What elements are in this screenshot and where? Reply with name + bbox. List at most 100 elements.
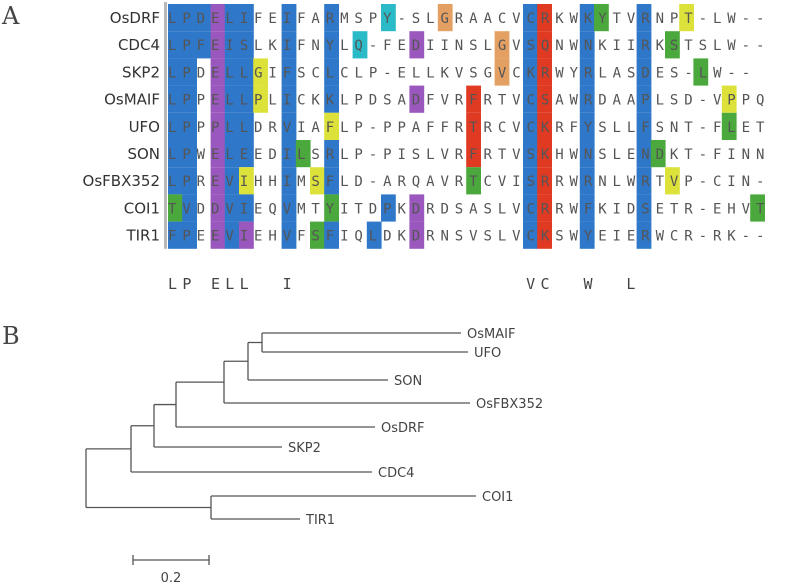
residue-highlight — [579, 85, 595, 113]
residue-highlight — [224, 31, 240, 59]
sequence-name: OsMAIF — [104, 91, 160, 109]
residue-highlight — [636, 167, 652, 195]
panel-b-label: B — [2, 322, 20, 350]
tree-leaf-label: OsDRF — [381, 421, 425, 436]
sequence-residues: LPDELLGIFSCLCLP-ELLKVSGVCKRWYRLASDES-LW-… — [168, 65, 750, 81]
residue-highlight — [679, 4, 694, 32]
residue-highlight — [537, 31, 552, 59]
residue-highlight — [295, 140, 311, 168]
residue-highlight — [579, 31, 595, 59]
residue-highlight — [281, 58, 297, 86]
residue-highlight — [537, 194, 552, 222]
residue-highlight — [253, 58, 268, 86]
residue-highlight — [210, 112, 226, 140]
residue-highlight — [182, 58, 197, 86]
residue-highlight — [324, 112, 339, 140]
residue-highlight — [281, 221, 297, 249]
residue-highlight — [537, 58, 552, 86]
residue-highlight — [523, 58, 538, 86]
tree-leaf-label: UFO — [474, 346, 501, 361]
residue-highlight — [281, 31, 297, 59]
sequence-name: TIR1 — [125, 227, 160, 245]
residue-highlight — [281, 85, 297, 113]
residue-highlight — [324, 4, 339, 32]
residue-highlight — [168, 167, 183, 195]
residue-highlight — [523, 31, 538, 59]
residue-highlight — [182, 112, 197, 140]
residue-highlight — [224, 85, 240, 113]
residue-highlight — [210, 221, 226, 249]
sequence-name: SON — [127, 145, 160, 163]
residue-highlight — [537, 167, 552, 195]
residue-highlight — [324, 167, 339, 195]
residue-highlight — [168, 194, 183, 222]
residue-highlight — [523, 221, 538, 249]
residue-highlight — [253, 85, 268, 113]
residue-highlight — [466, 140, 481, 168]
residue-highlight — [636, 221, 652, 249]
residue-highlight — [224, 167, 240, 195]
tree-leaf-label: SKP2 — [288, 441, 321, 456]
residue-highlight — [636, 140, 652, 168]
residue-highlight — [750, 194, 765, 222]
residue-highlight — [636, 4, 652, 32]
residue-highlight — [523, 194, 538, 222]
residue-highlight — [409, 85, 425, 113]
residue-highlight — [466, 85, 481, 113]
scale-bar-label: 0.2 — [161, 571, 182, 586]
residue-highlight — [324, 31, 339, 59]
residue-highlight — [665, 167, 680, 195]
residue-highlight — [665, 31, 680, 59]
residue-highlight — [196, 31, 212, 59]
residue-highlight — [224, 4, 240, 32]
residue-highlight — [523, 167, 538, 195]
sequence-name: UFO — [129, 118, 160, 136]
residue-highlight — [636, 31, 652, 59]
sequence-alignment: OsDRF LPDELIFEIFARMSPY-SLGRAACVCRKWKYTVRN… — [83, 2, 765, 293]
residue-highlight — [650, 140, 666, 168]
tree-leaf-label: SON — [394, 374, 422, 389]
residue-highlight — [210, 167, 226, 195]
residue-highlight — [168, 31, 183, 59]
residue-highlight — [721, 85, 737, 113]
residue-highlight — [579, 167, 595, 195]
residue-highlight — [168, 58, 183, 86]
residue-highlight — [168, 4, 183, 32]
residue-highlight — [281, 112, 297, 140]
residue-highlight — [579, 4, 595, 32]
residue-highlight — [310, 221, 325, 249]
residue-highlight — [721, 112, 737, 140]
residue-highlight — [636, 112, 652, 140]
residue-highlight — [182, 167, 197, 195]
residue-highlight — [182, 4, 197, 32]
residue-highlight — [281, 194, 297, 222]
residue-highlight — [196, 4, 212, 32]
residue-highlight — [537, 4, 552, 32]
residue-highlight — [579, 112, 595, 140]
sequence-name: CDC4 — [118, 36, 160, 54]
residue-highlight — [594, 4, 609, 32]
residue-highlight — [239, 58, 254, 86]
residue-highlight — [281, 140, 297, 168]
residue-highlight — [182, 194, 197, 222]
tree-leaf-label: CDC4 — [378, 466, 414, 481]
residue-highlight — [324, 140, 339, 168]
tree-leaf-label: COI1 — [482, 490, 513, 505]
residue-highlight — [537, 85, 552, 113]
residue-highlight — [239, 167, 254, 195]
residue-highlight — [409, 194, 425, 222]
tree-leaf-label: TIR1 — [305, 513, 335, 528]
residue-highlight — [466, 112, 481, 140]
sequence-name: OsFBX352 — [83, 172, 160, 190]
scale-bar — [132, 555, 210, 565]
residue-highlight — [281, 4, 297, 32]
residue-highlight — [224, 221, 240, 249]
residue-highlight — [409, 221, 425, 249]
residue-highlight — [523, 112, 538, 140]
residue-highlight — [182, 31, 197, 59]
residue-highlight — [239, 140, 254, 168]
residue-highlight — [324, 194, 339, 222]
residue-highlight — [224, 112, 240, 140]
residue-highlight — [224, 58, 240, 86]
